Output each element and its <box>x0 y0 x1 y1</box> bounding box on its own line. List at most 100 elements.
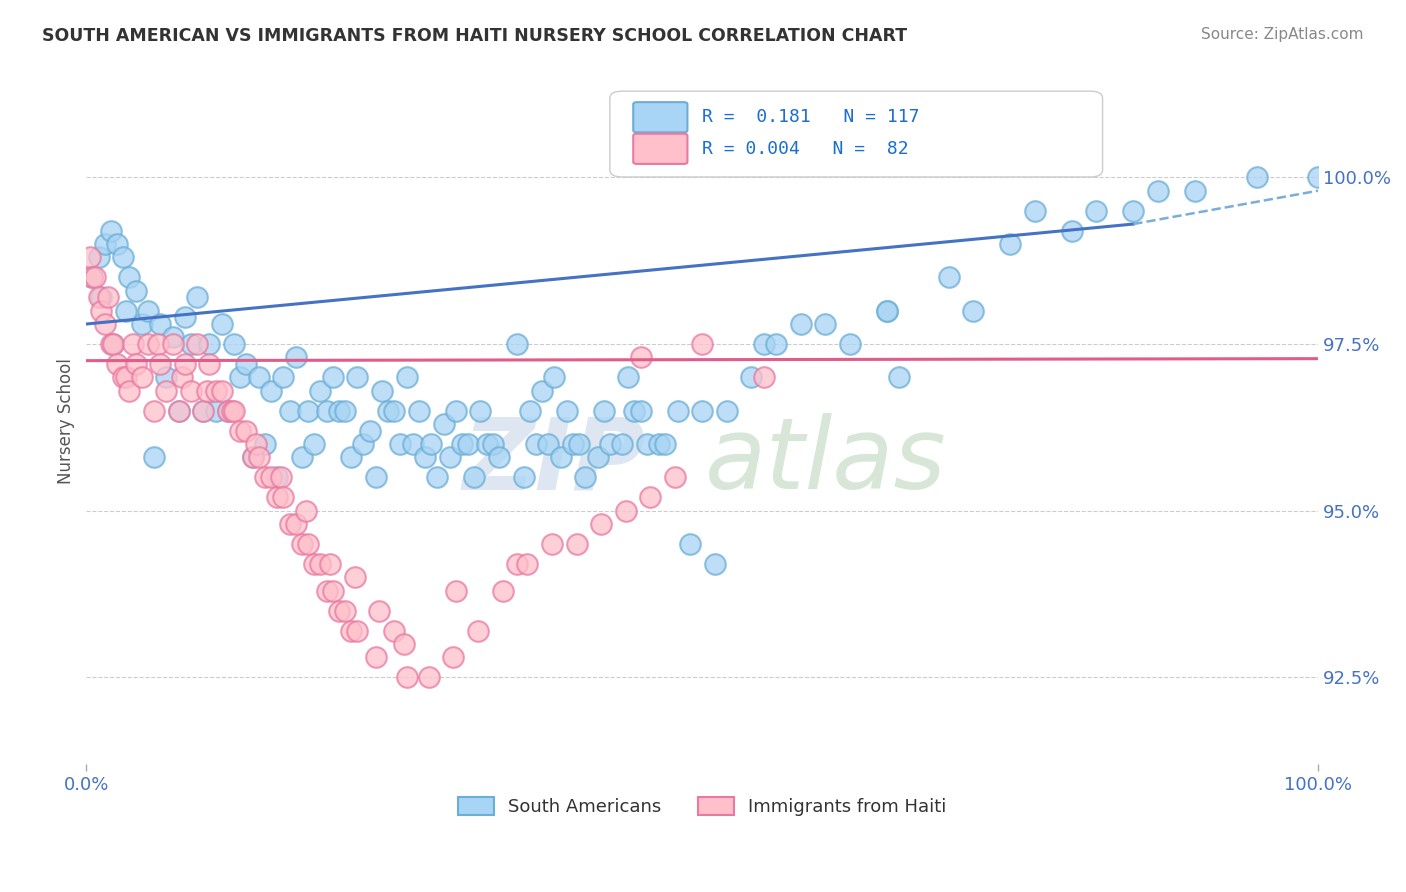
Point <box>392 637 415 651</box>
Point <box>221 403 243 417</box>
Point <box>105 357 128 371</box>
Point <box>82 270 104 285</box>
Point <box>353 437 375 451</box>
Point <box>444 583 467 598</box>
Point <box>790 317 813 331</box>
Point <box>270 470 292 484</box>
Point <box>253 437 276 451</box>
Point <box>614 503 637 517</box>
Point <box>302 557 325 571</box>
Point <box>333 403 356 417</box>
Point <box>413 450 436 465</box>
Point <box>94 317 117 331</box>
Point <box>112 370 135 384</box>
Point <box>224 403 246 417</box>
Point <box>537 437 560 451</box>
Point <box>273 370 295 384</box>
Point <box>690 403 713 417</box>
Point <box>136 303 159 318</box>
Point <box>297 537 319 551</box>
Point <box>315 583 337 598</box>
Point <box>155 370 177 384</box>
Text: atlas: atlas <box>704 413 946 510</box>
Point <box>531 384 554 398</box>
Point <box>364 470 387 484</box>
Point <box>1060 224 1083 238</box>
Point <box>371 384 394 398</box>
Text: R = 0.004   N =  82: R = 0.004 N = 82 <box>702 140 908 158</box>
Text: R =  0.181   N = 117: R = 0.181 N = 117 <box>702 108 920 127</box>
Point <box>382 403 405 417</box>
Point <box>224 337 246 351</box>
Point <box>470 403 492 417</box>
Point <box>247 370 270 384</box>
Point <box>703 557 725 571</box>
Point <box>149 357 172 371</box>
Point <box>481 437 503 451</box>
Point <box>814 317 837 331</box>
Point <box>343 570 366 584</box>
Point <box>524 437 547 451</box>
Point <box>543 370 565 384</box>
Point <box>408 403 430 417</box>
Point <box>426 470 449 484</box>
Point <box>623 403 645 417</box>
Point <box>364 650 387 665</box>
Point <box>636 437 658 451</box>
Point <box>284 516 307 531</box>
Point <box>1246 170 1268 185</box>
Point <box>235 357 257 371</box>
Point <box>654 437 676 451</box>
Point <box>938 270 960 285</box>
Point <box>1184 184 1206 198</box>
Point <box>143 403 166 417</box>
Point <box>679 537 702 551</box>
Point <box>368 603 391 617</box>
Point <box>229 370 252 384</box>
Point <box>84 270 107 285</box>
Point <box>346 624 368 638</box>
Point <box>315 403 337 417</box>
Point <box>162 330 184 344</box>
Point <box>118 384 141 398</box>
Point <box>586 450 609 465</box>
Point <box>297 403 319 417</box>
Point <box>204 403 226 417</box>
Point <box>278 516 301 531</box>
Point <box>97 290 120 304</box>
Point <box>124 357 146 371</box>
Point <box>94 237 117 252</box>
Point <box>100 337 122 351</box>
Point <box>382 624 405 638</box>
Point <box>105 237 128 252</box>
Point <box>574 470 596 484</box>
Point <box>322 370 344 384</box>
Point <box>253 470 276 484</box>
Point <box>512 470 534 484</box>
Point <box>173 310 195 325</box>
Point <box>752 370 775 384</box>
Point <box>664 470 686 484</box>
Point <box>195 384 218 398</box>
Point <box>475 437 498 451</box>
Point <box>186 337 208 351</box>
Point <box>180 384 202 398</box>
Point <box>610 437 633 451</box>
Point <box>131 370 153 384</box>
Legend: South Americans, Immigrants from Haiti: South Americans, Immigrants from Haiti <box>450 789 953 823</box>
Point <box>112 251 135 265</box>
Point <box>294 503 316 517</box>
Point <box>87 290 110 304</box>
Point <box>740 370 762 384</box>
Point <box>519 403 541 417</box>
Point <box>1024 203 1046 218</box>
Point <box>284 351 307 365</box>
Point <box>242 450 264 465</box>
Point <box>172 370 194 384</box>
Point <box>346 370 368 384</box>
Point <box>242 450 264 465</box>
Point <box>90 290 112 304</box>
Point <box>82 270 104 285</box>
Point <box>550 450 572 465</box>
Point <box>87 251 110 265</box>
